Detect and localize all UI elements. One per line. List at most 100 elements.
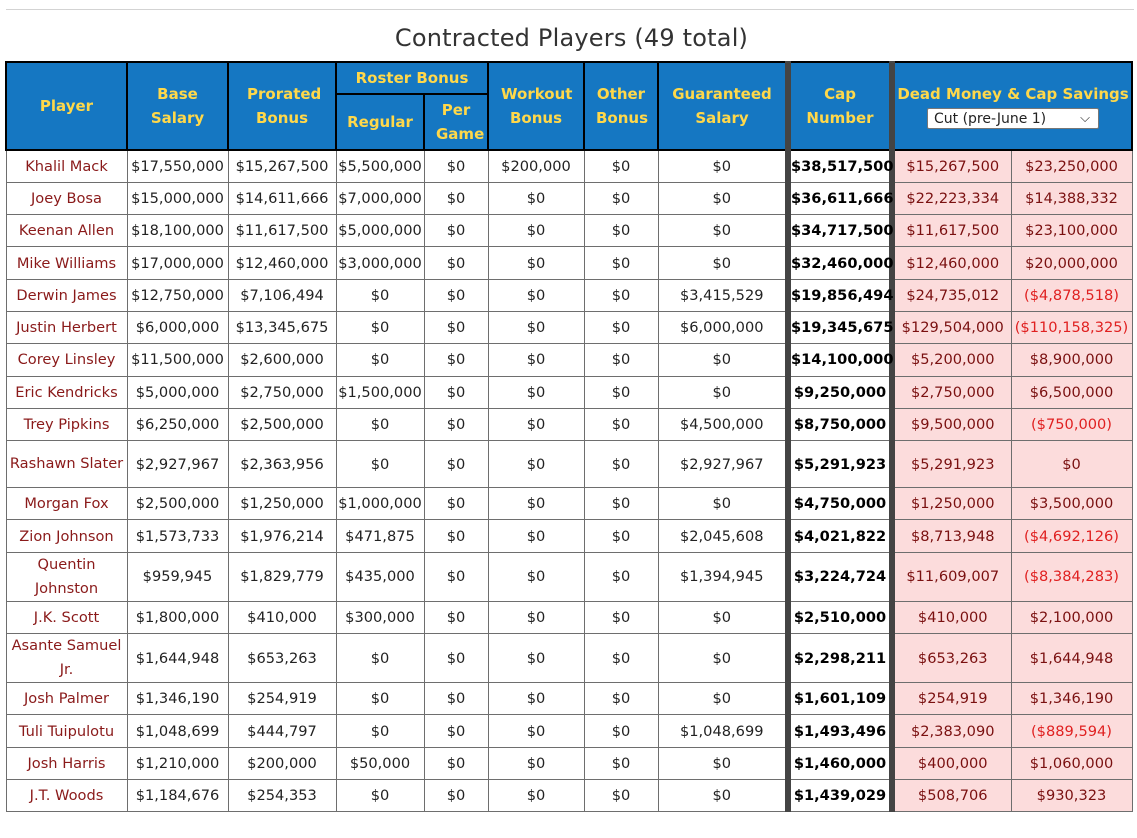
cell-guaranteed-salary: $0 <box>657 181 789 216</box>
cell-player[interactable]: J.T. Woods <box>5 778 128 813</box>
cell-player[interactable]: Mike Williams <box>5 246 128 280</box>
cell-guaranteed-salary: $0 <box>657 214 789 248</box>
cell-roster-per-game: $0 <box>423 487 489 521</box>
cell-workout-bonus: $0 <box>487 375 585 409</box>
cell-roster-regular: $435,000 <box>335 551 425 602</box>
cell-player[interactable]: Corey Linsley <box>5 343 128 377</box>
cell-workout-bonus: $0 <box>487 600 585 635</box>
cell-cap-number: $14,100,000 <box>785 343 893 377</box>
cell-roster-regular: $0 <box>335 633 425 684</box>
cell-guaranteed-salary: $0 <box>657 246 789 280</box>
cell-guaranteed-salary: $0 <box>657 375 789 409</box>
cell-roster-regular: $0 <box>335 682 425 716</box>
cell-guaranteed-salary: $6,000,000 <box>657 310 789 345</box>
cell-workout-bonus: $0 <box>487 343 585 377</box>
cell-cap-savings: $3,500,000 <box>1010 487 1133 521</box>
cell-other-bonus: $0 <box>583 714 659 748</box>
cut-type-select[interactable]: Cut (pre-June 1) ⌵ <box>927 108 1099 129</box>
cell-workout-bonus: $0 <box>487 519 585 553</box>
cell-guaranteed-salary: $0 <box>657 682 789 716</box>
header-guaranteed-salary-label: Guaranteed Salary <box>672 85 772 127</box>
cell-roster-regular: $5,500,000 <box>335 149 425 183</box>
cell-other-bonus: $0 <box>583 440 659 489</box>
cell-base-salary: $15,000,000 <box>126 181 229 216</box>
cell-dead-money: $2,383,090 <box>889 714 1012 748</box>
cell-roster-regular: $0 <box>335 278 425 312</box>
cell-player[interactable]: Morgan Fox <box>5 487 128 521</box>
cell-base-salary: $959,945 <box>126 551 229 602</box>
chevron-down-icon: ⌵ <box>1080 111 1090 126</box>
cell-cap-savings: $20,000,000 <box>1010 246 1133 280</box>
cell-roster-per-game: $0 <box>423 551 489 602</box>
cell-player[interactable]: Zion Johnson <box>5 519 128 553</box>
table-row: Zion Johnson $1,573,733 $1,976,214 $471,875… <box>5 519 1133 553</box>
contracted-players-table: Player Base Salary Prorated Bonus Roster… <box>5 61 1133 813</box>
cell-dead-money: $653,263 <box>889 633 1012 684</box>
cell-cap-savings: $2,100,000 <box>1010 600 1133 635</box>
cell-base-salary: $1,048,699 <box>126 714 229 748</box>
cell-other-bonus: $0 <box>583 375 659 409</box>
table-row: Asante Samuel Jr. $1,644,948 $653,263 $0 $0 $… <box>5 633 1133 684</box>
cell-guaranteed-salary: $0 <box>657 487 789 521</box>
header-prorated-bonus[interactable]: Prorated Bonus <box>227 61 337 151</box>
cell-player[interactable]: Keenan Allen <box>5 214 128 248</box>
cell-player[interactable]: Derwin James <box>5 278 128 312</box>
cell-player[interactable]: Rashawn Slater <box>5 440 128 489</box>
cell-cap-savings: $14,388,332 <box>1010 181 1133 216</box>
table-row: Morgan Fox $2,500,000 $1,250,000 $1,000,000… <box>5 487 1133 521</box>
cell-dead-money: $410,000 <box>889 600 1012 635</box>
cell-other-bonus: $0 <box>583 181 659 216</box>
cell-player[interactable]: Tuli Tuipulotu <box>5 714 128 748</box>
header-roster-regular[interactable]: Regular <box>335 93 425 151</box>
cell-player[interactable]: Khalil Mack <box>5 149 128 183</box>
cell-base-salary: $6,250,000 <box>126 407 229 442</box>
cell-roster-per-game: $0 <box>423 440 489 489</box>
cell-cap-number: $38,517,500 <box>785 149 893 183</box>
cell-prorated-bonus: $2,500,000 <box>227 407 337 442</box>
cell-cap-savings: $930,323 <box>1010 778 1133 813</box>
cell-cap-savings: $8,900,000 <box>1010 343 1133 377</box>
table-row: Corey Linsley $11,500,000 $2,600,000 $0 $0 $0… <box>5 343 1133 377</box>
cell-cap-number: $1,439,029 <box>785 778 893 813</box>
header-player[interactable]: Player <box>5 61 128 151</box>
cell-player[interactable]: Trey Pipkins <box>5 407 128 442</box>
cell-player[interactable]: Justin Herbert <box>5 310 128 345</box>
header-other-bonus[interactable]: Other Bonus <box>583 61 659 151</box>
header-base-salary[interactable]: Base Salary <box>126 61 229 151</box>
cell-prorated-bonus: $12,460,000 <box>227 246 337 280</box>
header-roster-bonus: Roster Bonus <box>335 61 489 95</box>
table-row: Eric Kendricks $5,000,000 $2,750,000 $1,500… <box>5 375 1133 409</box>
cell-player[interactable]: Eric Kendricks <box>5 375 128 409</box>
cell-player[interactable]: J.K. Scott <box>5 600 128 635</box>
cell-player[interactable]: Joey Bosa <box>5 181 128 216</box>
cell-player[interactable]: Josh Palmer <box>5 682 128 716</box>
cell-roster-per-game: $0 <box>423 181 489 216</box>
cell-cap-number: $8,750,000 <box>785 407 893 442</box>
cell-player[interactable]: Quentin Johnston <box>5 551 128 602</box>
table-row: Quentin Johnston $959,945 $1,829,779 $435,0… <box>5 551 1133 602</box>
cell-cap-number: $5,291,923 <box>785 440 893 489</box>
cell-base-salary: $1,800,000 <box>126 600 229 635</box>
cell-dead-money: $508,706 <box>889 778 1012 813</box>
header-roster-per-game[interactable]: Per Game <box>423 93 489 151</box>
header-workout-bonus[interactable]: Workout Bonus <box>487 61 585 151</box>
cell-prorated-bonus: $2,750,000 <box>227 375 337 409</box>
header-dead-money-label: Dead Money & Cap Savings <box>897 85 1129 103</box>
header-cap-number-label: Cap Number <box>806 85 874 127</box>
cell-guaranteed-salary: $0 <box>657 778 789 813</box>
cell-roster-regular: $0 <box>335 343 425 377</box>
cut-type-select-value: Cut (pre-June 1) <box>934 111 1047 127</box>
header-cap-number[interactable]: Cap Number <box>785 61 893 151</box>
cell-prorated-bonus: $1,829,779 <box>227 551 337 602</box>
cell-roster-regular: $1,000,000 <box>335 487 425 521</box>
header-guaranteed-salary[interactable]: Guaranteed Salary <box>657 61 789 151</box>
cell-cap-savings: ($889,594) <box>1010 714 1133 748</box>
table-row: J.T. Woods $1,184,676 $254,353 $0 $0 $0 $0 $0 $1… <box>5 778 1133 813</box>
cell-workout-bonus: $0 <box>487 214 585 248</box>
cell-player[interactable]: Asante Samuel Jr. <box>5 633 128 684</box>
cell-guaranteed-salary: $1,048,699 <box>657 714 789 748</box>
cell-player[interactable]: Josh Harris <box>5 746 128 780</box>
cell-cap-number: $19,856,494 <box>785 278 893 312</box>
cell-base-salary: $2,500,000 <box>126 487 229 521</box>
cell-roster-regular: $0 <box>335 440 425 489</box>
